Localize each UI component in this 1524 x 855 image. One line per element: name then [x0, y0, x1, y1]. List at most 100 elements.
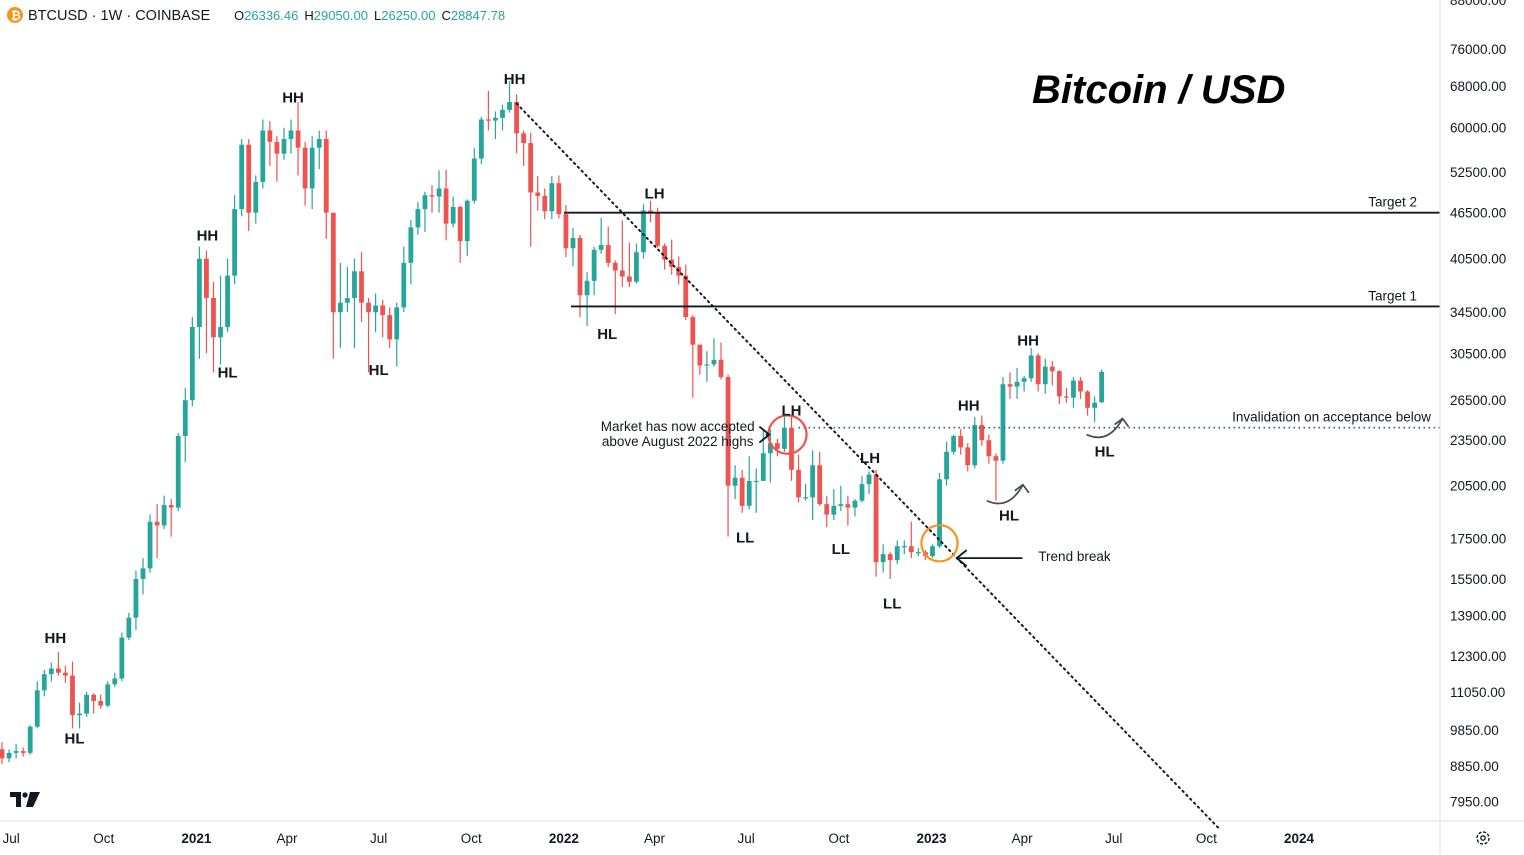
pattern-label-hl: HL	[597, 326, 617, 343]
candle-body	[175, 435, 181, 508]
candle-down	[323, 130, 329, 239]
candle-up	[77, 702, 82, 729]
candle-down	[457, 205, 463, 263]
candle-up	[852, 499, 858, 517]
candle-up	[803, 484, 808, 501]
symbol-header[interactable]: ₿ BTCUSD · 1W · COINBASE O26336.46 H29050…	[7, 7, 505, 24]
time-tick-label: Jul	[738, 831, 755, 846]
pattern-label-hh: HH	[504, 71, 526, 88]
candle-down	[697, 344, 703, 375]
candle-body	[56, 668, 61, 673]
annotation-line: above August 2022 highs	[602, 434, 754, 449]
candle-down	[655, 207, 660, 248]
candle-up	[1099, 369, 1105, 404]
candle-up	[288, 119, 294, 154]
candle-body	[154, 521, 160, 526]
candle-down	[1056, 370, 1062, 404]
candle-body	[838, 504, 844, 506]
logo-part-t	[10, 792, 21, 807]
candle-up	[218, 275, 223, 365]
price-tick-label: 60000.00	[1450, 121, 1506, 136]
candle-up	[147, 514, 153, 573]
pattern-label-hl: HL	[218, 365, 238, 382]
candle-body	[239, 144, 245, 210]
candle-body	[979, 424, 985, 441]
candle-up	[838, 485, 844, 512]
pattern-label-lh: LH	[781, 403, 801, 420]
tradingview-logo[interactable]	[10, 792, 40, 807]
candle-body	[958, 435, 964, 448]
candle-down	[718, 342, 724, 380]
candle-body	[669, 259, 675, 268]
candle-up	[782, 416, 787, 452]
bitcoin-icon	[7, 7, 23, 23]
candle-up	[401, 246, 407, 313]
candle-body	[98, 700, 104, 706]
candle-body	[373, 305, 379, 313]
lines-layer: Target 2 Target 1 Invalidation on acceptan…	[515, 102, 1440, 832]
candle-body	[387, 315, 393, 340]
time-tick-label: Apr	[276, 831, 298, 846]
candle-down	[824, 495, 830, 528]
candle-body	[746, 480, 752, 506]
pattern-label-hl: HL	[1095, 443, 1115, 460]
candle-body	[232, 209, 238, 276]
candle-body	[1099, 371, 1105, 403]
price-tick-label: 30500.00	[1450, 346, 1506, 361]
candle-body	[408, 227, 414, 263]
candle-up	[436, 170, 442, 213]
candle-up	[260, 119, 266, 189]
candle-body	[450, 206, 456, 224]
candle-down	[359, 252, 364, 323]
price-tick-label: 9850.00	[1450, 723, 1499, 738]
candle-up	[471, 147, 477, 204]
candle-body	[690, 317, 696, 345]
price-tick-label: 34500.00	[1450, 305, 1506, 320]
open-value: 26336.46	[244, 8, 298, 23]
price-tick-label: 68000.00	[1450, 79, 1506, 94]
candle-up	[13, 743, 19, 759]
candle-down	[556, 175, 562, 219]
candle-body	[951, 435, 957, 452]
candle-body	[1007, 384, 1013, 387]
symbol-info: BTCUSD · 1W · COINBASE	[28, 8, 210, 24]
candle-down	[267, 121, 273, 166]
candle-body	[457, 206, 463, 242]
candle-down	[908, 521, 914, 559]
gear-icon[interactable]	[1476, 831, 1490, 845]
candle-body	[810, 465, 816, 498]
candle-body	[493, 117, 498, 121]
candle-body	[845, 504, 851, 508]
price-tick-label: 13900.00	[1450, 608, 1506, 623]
pattern-label-hh: HH	[282, 89, 304, 106]
candle-up	[1092, 396, 1097, 423]
candle-up	[894, 540, 900, 565]
candle-body	[619, 270, 625, 277]
candle-body	[1014, 381, 1020, 387]
time-tick-label: Oct	[93, 831, 114, 846]
trend-break-text: Trend break	[1038, 549, 1111, 564]
time-axis[interactable]: Jul Oct 2021 Apr Jul Oct 2022 Apr Jul Oct 2023 Apr J…	[2, 831, 1314, 846]
candle-up	[133, 570, 139, 631]
price-axis[interactable]: 88000.00 76000.00 68000.00 60000.00 52500.00…	[1450, 0, 1506, 810]
price-tick-label: 40500.00	[1450, 252, 1506, 267]
candle-down	[535, 176, 541, 211]
pattern-label-hh: HH	[1017, 332, 1039, 349]
candle-down	[619, 220, 625, 288]
candle-body	[422, 195, 428, 210]
candle-body	[91, 694, 97, 701]
candle-up	[34, 681, 40, 729]
candle-down	[725, 374, 731, 537]
candle-up	[253, 175, 259, 224]
candle-body	[6, 752, 12, 759]
candle-up	[422, 191, 428, 232]
candle-body	[944, 451, 949, 480]
candle-up	[1028, 347, 1034, 382]
candle-body	[394, 307, 400, 340]
time-tick-label: 2021	[181, 831, 212, 846]
candle-down	[429, 185, 435, 213]
candle-body	[1064, 396, 1069, 398]
candle-down	[979, 415, 985, 446]
candle-up	[309, 136, 315, 210]
